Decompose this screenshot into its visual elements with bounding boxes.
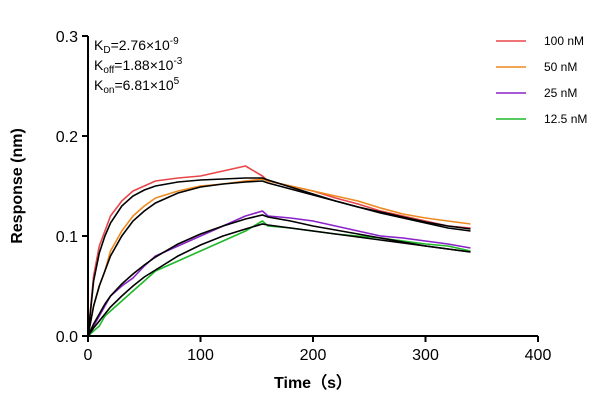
y-axis-title: Response (nm) (9, 128, 26, 244)
y-tick-label: 0.1 (56, 229, 78, 246)
x-tick-label: 100 (187, 347, 214, 364)
legend: 100 nM 50 nM 25 nM 12.5 nM (496, 34, 587, 126)
koff-text: Koff=1.88×10-3 (94, 56, 183, 76)
series-group (87, 165, 471, 337)
kd-text: KD=2.76×10-9 (94, 36, 179, 56)
y-tick-label: 0.2 (56, 129, 78, 146)
fit-curve-1 (87, 177, 471, 337)
x-tick-label: 0 (84, 347, 93, 364)
legend-label: 12.5 nM (544, 112, 587, 126)
y-tick-label: 0.0 (56, 329, 78, 346)
fit-curve-2 (87, 180, 471, 337)
series-line-100-nm (87, 165, 471, 337)
series-line-12.5-nm (87, 220, 471, 337)
x-tick-label: 300 (412, 347, 439, 364)
kinetics-annotation: KD=2.76×10-9 Koff=1.88×10-3 Kon=6.81×105 (94, 36, 183, 96)
fit-curve-4 (87, 223, 471, 337)
series-line-25-nm (87, 210, 471, 337)
fit-curve-3 (87, 214, 471, 337)
y-tick-label: 0.3 (56, 29, 78, 46)
legend-label: 100 nM (544, 34, 584, 48)
ticks: 0 100 200 300 400 0.0 0.1 0.2 0.3 (56, 29, 552, 364)
legend-label: 50 nM (544, 60, 577, 74)
x-axis-title: Time（s） (274, 374, 352, 392)
legend-label: 25 nM (544, 86, 577, 100)
fit-group (87, 177, 471, 337)
x-tick-label: 400 (525, 347, 552, 364)
x-tick-label: 200 (300, 347, 327, 364)
kon-text: Kon=6.81×105 (94, 76, 180, 96)
series-line-50-nm (87, 178, 471, 337)
